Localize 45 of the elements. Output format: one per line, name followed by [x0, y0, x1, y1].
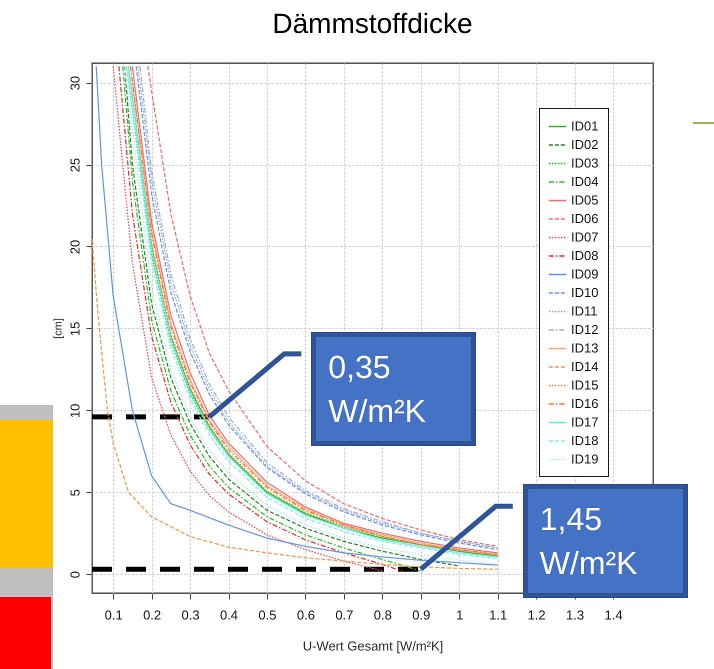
callout-box: 1,45 W/m²K — [522, 484, 688, 598]
legend-label: ID15 — [571, 378, 598, 392]
legend-label: ID02 — [571, 137, 598, 152]
legend-label: ID09 — [571, 266, 598, 282]
x-tick-label: 1.1 — [489, 608, 508, 622]
x-tick-label: 1.4 — [604, 608, 623, 622]
legend-label: ID04 — [571, 174, 598, 189]
x-tick-label: 1.2 — [528, 608, 546, 622]
x-tick-label: 0.3 — [182, 608, 200, 622]
x-tick-label: 0.4 — [220, 608, 238, 622]
x-tick-label: 0.5 — [258, 608, 276, 622]
x-tick-label: 0.9 — [412, 608, 430, 622]
y-tick-label: 25 — [68, 158, 82, 172]
legend-label: ID12 — [571, 322, 598, 337]
x-tick-label: 0.2 — [143, 608, 162, 622]
legend-label: ID06 — [571, 211, 598, 226]
y-tick-label: 5 — [68, 489, 82, 496]
legend-label: ID07 — [571, 230, 598, 244]
legend-label: ID05 — [571, 192, 598, 208]
x-tick-label: 1 — [456, 608, 464, 622]
y-tick-label: 30 — [68, 76, 82, 90]
x-tick-label: 0.1 — [104, 608, 123, 622]
y-tick-label: 0 — [68, 571, 82, 578]
legend-label: ID03 — [571, 156, 598, 170]
y-axis-title: [cm] — [52, 318, 64, 339]
y-tick-label: 15 — [68, 322, 82, 336]
y-tick-label: 20 — [68, 240, 82, 254]
x-tick-label: 0.8 — [374, 608, 392, 622]
x-tick-label: 1.3 — [566, 608, 584, 622]
x-axis-title: U-Wert Gesamt [W/m²K] — [302, 638, 444, 654]
legend-label: ID19 — [571, 452, 598, 466]
callout-box: 0,35 W/m²K — [311, 332, 476, 446]
legend-label: ID13 — [571, 340, 598, 356]
legend-label: ID08 — [571, 248, 598, 263]
legend-label: ID16 — [571, 396, 598, 411]
legend-label: ID14 — [571, 359, 598, 374]
legend-label: ID10 — [571, 285, 598, 300]
x-tick-label: 0.6 — [296, 608, 315, 622]
legend-label: ID18 — [571, 433, 598, 448]
legend-label: ID11 — [571, 304, 598, 318]
chart-title: Dämmstoffdicke — [272, 8, 473, 39]
legend-label: ID17 — [571, 414, 598, 430]
y-tick-label: 10 — [68, 404, 82, 418]
legend-label: ID01 — [571, 118, 598, 134]
x-tick-label: 0.7 — [335, 608, 354, 622]
